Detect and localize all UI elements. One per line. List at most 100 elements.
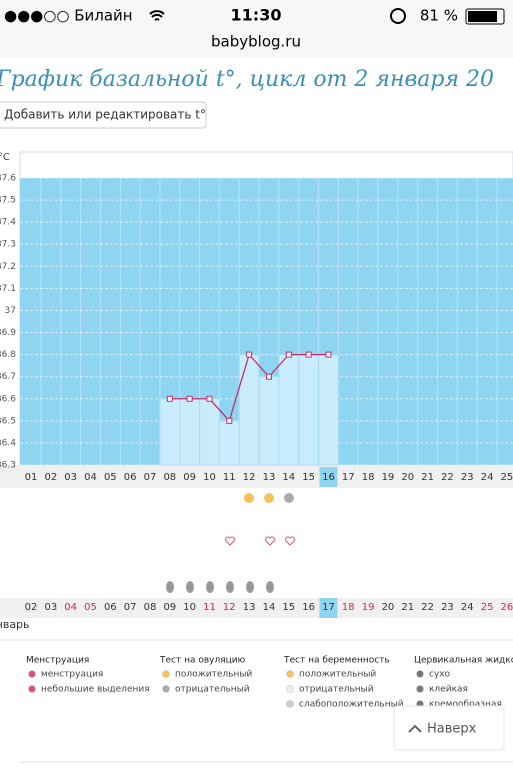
x-tick-label: 07 [144, 472, 157, 483]
legend-item: клейкая [429, 685, 468, 695]
battery-icon [465, 8, 505, 25]
y-tick-label: 37.4 [0, 218, 16, 228]
clock: 11:30 [231, 6, 282, 25]
legend-icon [162, 670, 170, 678]
url[interactable]: babyblog.ru [211, 33, 301, 51]
legend-title: Менструация [26, 656, 89, 666]
drop [266, 581, 274, 593]
date-label: 06 [104, 602, 117, 613]
date-label: 21 [401, 602, 414, 613]
legend-item: отрицательный [299, 685, 374, 695]
bar [278, 354, 300, 466]
page-title: График базальной t°, цикл от 2 января 20 [0, 67, 494, 92]
ovulation-negative [284, 493, 294, 503]
heart [265, 536, 275, 546]
date-label: 26 [501, 602, 513, 613]
legend-icon [416, 685, 424, 693]
x-tick-label: 15 [302, 472, 315, 483]
legend-item: отрицательный [175, 685, 250, 695]
lock-icon [390, 8, 406, 24]
point [246, 351, 253, 358]
up-arrow[interactable] [408, 724, 422, 733]
battery-fill [468, 11, 497, 22]
legend-icon [286, 685, 294, 693]
date-label: 03 [44, 602, 57, 613]
date-label: 07 [124, 602, 137, 613]
point [226, 417, 233, 424]
date-label: 09 [163, 602, 176, 613]
y-tick-label: 37 [5, 306, 16, 316]
date-label: 16 [302, 602, 315, 613]
back-to-top[interactable] [393, 705, 505, 751]
bar [298, 354, 320, 466]
chart: t°C 36.3 36.4 36.5 36.6 36.7 36.8 36.9 37 37.1 37… [0, 151, 513, 618]
x-tick-label: 24 [481, 472, 494, 483]
browser-bar [0, 0, 513, 58]
y-tick-label: 37.3 [0, 240, 16, 250]
carrier: ●●●○○ Билайн [4, 7, 133, 25]
legend-item: кремообразная [429, 700, 502, 710]
point [186, 395, 193, 402]
edit-button-label[interactable]: Добавить или редактировать t° [4, 108, 206, 122]
back-to-top-label[interactable]: Наверх [427, 722, 477, 737]
heart [285, 536, 295, 546]
point [305, 351, 312, 358]
x-tick-label: 02 [44, 472, 57, 483]
legend-title: Тест на беременность [283, 656, 390, 666]
drop [226, 581, 234, 593]
legend-icon [162, 685, 170, 693]
y-tick-label: 36.8 [0, 350, 16, 360]
bar [159, 398, 181, 466]
y-tick-label: 36.4 [0, 438, 16, 448]
y-tick-label: 36.9 [0, 328, 16, 338]
drop [206, 581, 214, 593]
y-tick-label: 36.3 [0, 461, 16, 471]
x-tick-label: 11 [223, 472, 236, 483]
point [166, 395, 173, 402]
date-label: 08 [144, 602, 157, 613]
x-tick-label: 05 [104, 472, 117, 483]
heart [225, 536, 235, 546]
y-tick-label: 36.6 [0, 394, 16, 404]
y-tick-label: 36.7 [0, 372, 16, 382]
ovulation-positive [264, 493, 274, 503]
bar [238, 354, 260, 466]
edit-button[interactable] [0, 101, 207, 129]
x-tick-label: 13 [263, 472, 276, 483]
date-label: 19 [362, 602, 375, 613]
x-tick-label: 23 [461, 472, 474, 483]
date-label: 25 [481, 602, 494, 613]
x-tick-label: 20 [401, 472, 414, 483]
legend-item: небольшие выделения [41, 685, 150, 695]
legend-item: менструация [41, 670, 103, 680]
legend-item: положительный [299, 670, 376, 680]
legend-title: Цервикальная жидкость [414, 656, 513, 666]
date-label: 17 [322, 602, 335, 613]
bar [318, 354, 339, 466]
date-label: 22 [421, 602, 434, 613]
legend: Менструация менструация небольшие выделени… [26, 656, 513, 710]
x-tick-label: 25 [501, 472, 513, 483]
drop [166, 581, 174, 593]
legend-icon [28, 685, 36, 693]
date-label: 18 [342, 602, 355, 613]
date-label: 23 [441, 602, 454, 613]
date-label: 10 [183, 602, 196, 613]
month-label: Январь [0, 618, 30, 631]
drop [186, 581, 194, 593]
date-label: 13 [243, 602, 256, 613]
y-tick-label: 37.2 [0, 262, 16, 272]
y-tick-label: 36.5 [0, 416, 16, 426]
date-label: 12 [223, 602, 236, 613]
y-tick-label: 37.1 [0, 284, 16, 294]
legend-title: Тест на овуляцию [159, 656, 246, 666]
legend-icon [286, 670, 294, 678]
x-tick-label: 03 [64, 472, 77, 483]
ovulation-positive [244, 493, 254, 503]
drop [246, 581, 254, 593]
bar [218, 420, 240, 466]
point [285, 351, 292, 358]
date-label: 15 [282, 602, 295, 613]
icons [166, 493, 295, 593]
